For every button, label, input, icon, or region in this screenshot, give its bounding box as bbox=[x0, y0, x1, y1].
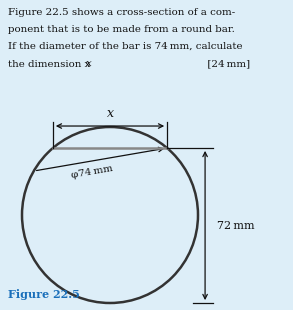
Text: x: x bbox=[86, 59, 92, 68]
Text: x: x bbox=[106, 107, 113, 120]
Text: 72 mm: 72 mm bbox=[217, 220, 255, 231]
Text: Figure 22.5 shows a cross-section of a com-: Figure 22.5 shows a cross-section of a c… bbox=[8, 8, 235, 17]
Text: ponent that is to be made from a round bar.: ponent that is to be made from a round b… bbox=[8, 25, 235, 34]
Text: Figure 22.5: Figure 22.5 bbox=[8, 289, 80, 300]
Text: φ74 mm: φ74 mm bbox=[71, 163, 114, 179]
Text: the dimension x                                    [24 mm]: the dimension x [24 mm] bbox=[8, 59, 250, 68]
Text: If the diameter of the bar is 74 mm, calculate: If the diameter of the bar is 74 mm, cal… bbox=[8, 42, 243, 51]
